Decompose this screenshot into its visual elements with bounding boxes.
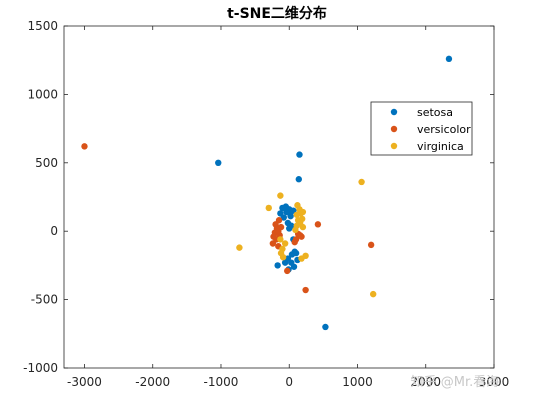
y-tick-label: -500: [31, 293, 58, 307]
data-point-versicolor: [270, 233, 277, 240]
x-tick-label: 0: [285, 375, 293, 389]
data-point-versicolor: [283, 267, 291, 275]
y-tick-label: 0: [50, 224, 58, 238]
chart-title: t-SNE二维分布: [227, 5, 327, 22]
legend-label-setosa: setosa: [417, 106, 453, 119]
data-point-versicolor: [302, 286, 309, 294]
data-point-virginica: [302, 252, 309, 260]
y-tick-label: 1000: [27, 87, 58, 101]
data-point-virginica: [358, 178, 365, 186]
x-tick-label: -1000: [204, 375, 239, 389]
x-tick-label: 1000: [342, 375, 373, 389]
data-point-setosa: [280, 214, 287, 221]
data-point-virginica: [299, 208, 307, 216]
data-point-virginica: [293, 211, 300, 218]
data-point-setosa: [296, 151, 303, 158]
data-point-versicolor: [298, 233, 305, 240]
data-point-setosa: [215, 159, 222, 166]
data-point-virginica: [277, 192, 284, 199]
plot-frame: [63, 25, 495, 369]
data-point-setosa: [274, 262, 281, 269]
data-point-versicolor: [314, 221, 322, 228]
data-point-setosa: [286, 225, 293, 232]
y-tick-label: 500: [35, 156, 58, 170]
legend-label-versicolor: versicolor: [417, 123, 471, 136]
data-point-versicolor: [275, 228, 282, 235]
data-point-setosa: [286, 210, 294, 217]
data-point-versicolor: [272, 221, 279, 228]
ticks-layer: -3000 -2000 -1000 0 1000 2000 3000 -1000 -500 0 50…: [23, 19, 509, 389]
data-point-virginica: [265, 204, 272, 212]
data-point-virginica: [369, 290, 377, 298]
data-point-setosa: [281, 259, 289, 266]
legend-label-virginica: virginica: [417, 140, 464, 153]
data-point-virginica: [292, 226, 299, 234]
x-tick-label: -3000: [67, 375, 102, 389]
x-tick-label: 2000: [410, 375, 441, 389]
data-point-versicolor: [291, 238, 298, 246]
legend-box: [370, 101, 473, 156]
x-tick-label: 3000: [479, 375, 510, 389]
legend-marker-virginica: [390, 142, 398, 150]
data-point-virginica: [279, 253, 287, 261]
data-point-setosa: [290, 263, 298, 270]
data-point-virginica: [277, 236, 284, 243]
data-point-virginica: [236, 244, 243, 251]
data-point-virginica: [281, 240, 289, 247]
watermark-text: 知乎 @Mr.看海: [411, 374, 500, 390]
y-tick-label: 1500: [27, 19, 58, 33]
points-layer: [81, 55, 453, 331]
data-point-setosa: [295, 176, 302, 183]
data-point-versicolor: [81, 143, 88, 150]
data-point-virginica: [279, 245, 286, 253]
legend-marker-setosa: [390, 108, 398, 116]
data-point-setosa: [445, 55, 453, 63]
data-point-setosa: [322, 323, 329, 331]
legend: setosa versicolor virginica: [370, 101, 473, 156]
legend-marker-versicolor: [390, 125, 398, 133]
data-point-setosa: [292, 249, 300, 257]
data-point-versicolor: [367, 241, 375, 249]
x-tick-label: -2000: [135, 375, 170, 389]
y-tick-label: -1000: [23, 361, 58, 375]
data-point-virginica: [296, 219, 304, 227]
